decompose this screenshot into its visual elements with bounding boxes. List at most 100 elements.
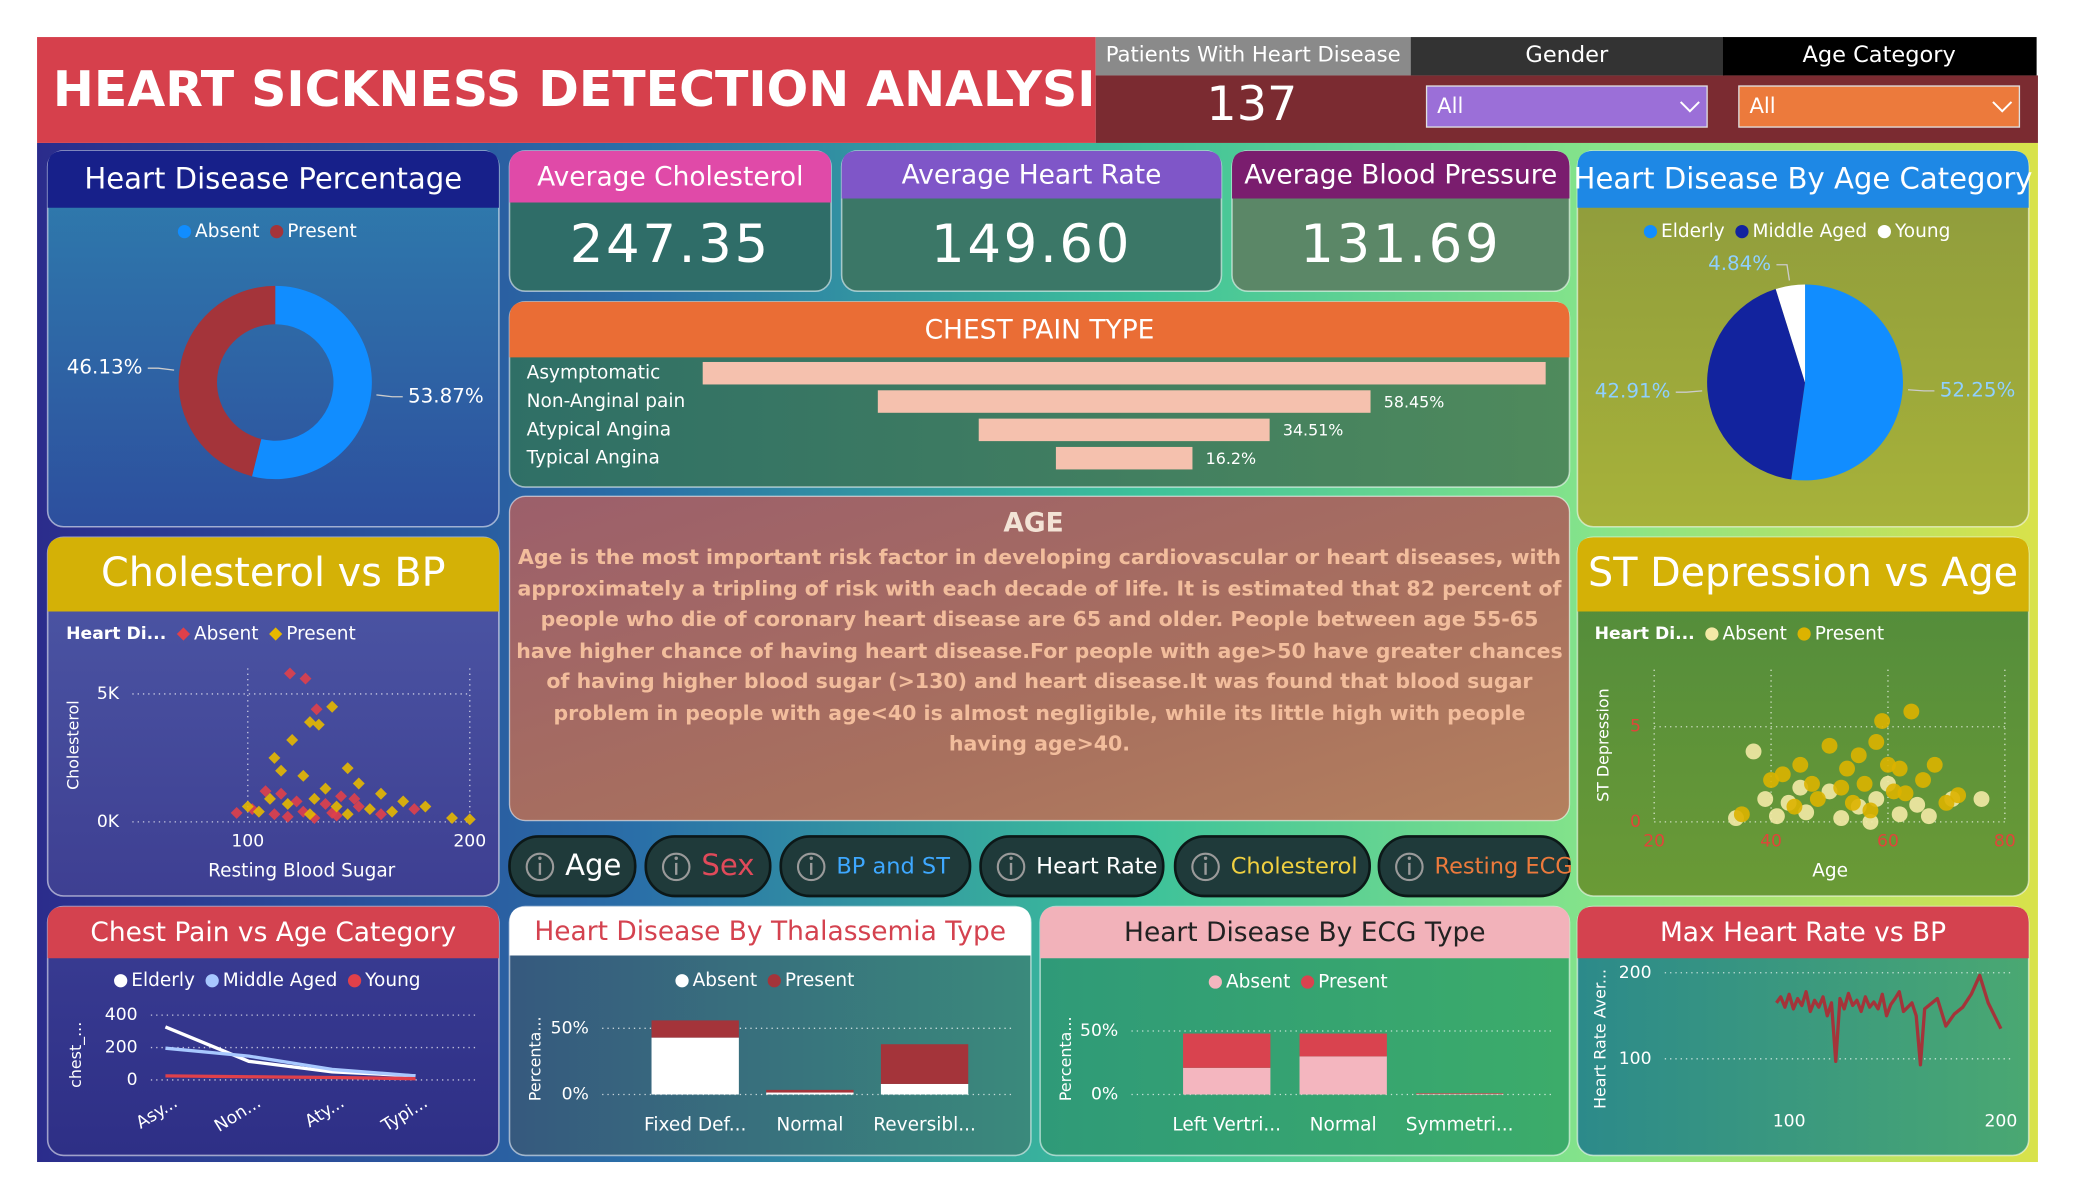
button-label: Sex	[701, 848, 754, 882]
point	[463, 813, 476, 826]
panel-header	[47, 906, 499, 959]
nav-button[interactable]: Sex	[644, 835, 772, 898]
nav-button[interactable]: Resting ECG	[1377, 835, 1573, 898]
dropdown-value: All	[1437, 93, 1463, 118]
filter-dropdown[interactable]: All	[1738, 85, 2021, 128]
data-label: 34.51%	[1283, 421, 1344, 440]
nav-button[interactable]: BP and ST	[779, 835, 972, 898]
point	[419, 800, 432, 813]
point	[363, 803, 376, 816]
legend-marker	[1208, 975, 1222, 989]
x-tick-label: 40	[1760, 832, 1782, 852]
kpi-label: Average Cholesterol	[537, 162, 803, 193]
bar	[877, 390, 1371, 413]
filter-header	[1410, 37, 1725, 76]
kpi-value: 131.69	[1300, 214, 1501, 275]
kpi-label: Average Blood Pressure	[1244, 160, 1557, 191]
point	[308, 792, 321, 805]
y-axis-title: chest_...	[66, 1022, 86, 1088]
info-text-box: Age is the most important risk factor in…	[516, 545, 1563, 755]
slice	[178, 285, 276, 477]
point	[1821, 737, 1838, 754]
x-axis-title: Resting Blood Sugar	[208, 860, 396, 881]
nav-button[interactable]: Heart Rate	[979, 835, 1165, 898]
x-tick-label: Fixed Def...	[644, 1114, 746, 1135]
point	[348, 792, 361, 805]
legend-marker	[767, 974, 781, 988]
bar-segment	[1415, 1093, 1504, 1095]
button-box[interactable]	[779, 835, 972, 898]
point	[408, 803, 421, 816]
button-box[interactable]	[979, 835, 1165, 898]
panel-header	[509, 906, 1031, 956]
legend-marker	[1705, 627, 1719, 641]
dropdown-box[interactable]	[1425, 85, 1708, 128]
legend-label: Absent	[195, 221, 259, 242]
y-tick-label: 50%	[1080, 1021, 1118, 1041]
bar-segment	[766, 1092, 854, 1095]
leader-line	[1675, 390, 1703, 393]
button-box[interactable]	[1377, 835, 1571, 898]
panel-header	[841, 150, 1222, 199]
y-tick-label: 50%	[551, 1018, 589, 1038]
point	[281, 798, 294, 810]
y-axis-title: ST Depression	[1593, 688, 1612, 802]
chart-title: Heart Disease Percentage	[84, 162, 462, 196]
leader-line	[1907, 389, 1935, 392]
category-label: Non-Anginal pain	[527, 391, 686, 412]
nav-button[interactable]: Cholesterol	[1173, 835, 1371, 898]
legend: Absent Present	[177, 221, 357, 242]
info-icon	[661, 852, 691, 882]
dropdown-box[interactable]	[1738, 85, 2021, 128]
y-tick-label: 5	[1630, 717, 1641, 737]
category-label: Typical Angina	[526, 448, 660, 469]
y-tick-label: 0%	[562, 1085, 589, 1105]
y-axis-title: Percenta...	[1056, 1016, 1075, 1101]
point	[1839, 760, 1855, 777]
bar-segment	[1299, 1033, 1387, 1057]
x-tick-label: 60	[1877, 832, 1899, 852]
slice	[1707, 289, 1806, 480]
point	[1862, 813, 1879, 830]
legend-marker	[205, 974, 219, 988]
button-box[interactable]	[1173, 835, 1371, 898]
legend-label: Present	[1318, 972, 1387, 993]
y-tick-label: 100	[1619, 1049, 1652, 1069]
legend-marker	[270, 224, 284, 239]
chart-title: CHEST PAIN TYPE	[925, 314, 1155, 345]
filter-dropdown[interactable]: All	[1425, 85, 1708, 128]
point	[319, 798, 332, 810]
legend: Heart Di... Absent Present	[66, 623, 356, 644]
filter-label: Age Category	[1802, 42, 1955, 68]
kpi-label: Average Heart Rate	[902, 160, 1162, 191]
leader-line	[147, 367, 175, 371]
legend: Elderly Middle Aged Young	[114, 970, 421, 991]
y-tick-label: 200	[1619, 963, 1652, 983]
nav-button[interactable]: Age	[508, 835, 637, 898]
info-icon	[525, 852, 555, 882]
x-tick-label: 20	[1643, 832, 1665, 852]
line	[165, 1074, 416, 1081]
panel-header	[1577, 906, 2029, 959]
point	[1926, 756, 1943, 773]
x-tick-label: 200	[1984, 1112, 2017, 1132]
y-tick-label: 0%	[1091, 1085, 1118, 1105]
point	[397, 795, 410, 808]
point	[1909, 796, 1926, 813]
data-label: 46.13%	[67, 356, 143, 379]
info-panel	[508, 495, 1571, 822]
info-icon-dot	[1203, 856, 1208, 860]
point	[1891, 760, 1908, 777]
point	[284, 667, 296, 680]
point	[290, 795, 303, 808]
legend-label: Middle Aged	[1753, 221, 1868, 242]
legend-marker	[177, 224, 192, 239]
panel-header	[1577, 537, 2029, 612]
dropdown-chevron	[1679, 101, 1700, 113]
point	[1833, 779, 1850, 796]
point	[1844, 794, 1861, 811]
data-label: 53.87%	[408, 384, 484, 407]
legend-label: Elderly	[131, 970, 195, 991]
